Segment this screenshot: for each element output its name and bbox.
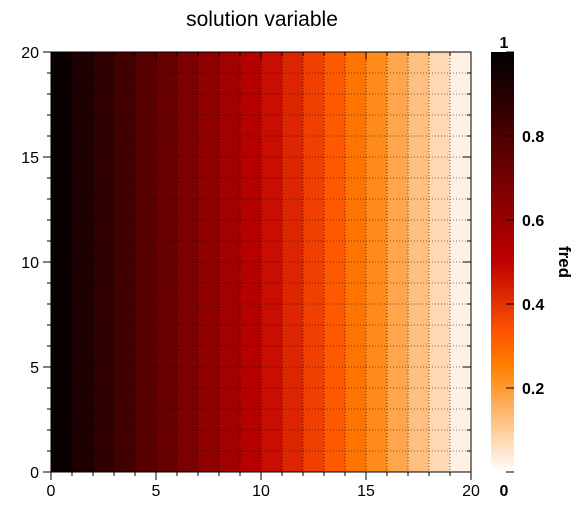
x-tick-labels: 0 5 10 15 20 xyxy=(47,483,480,500)
heatmap-column-2 xyxy=(93,52,115,472)
heatmap-column-11 xyxy=(282,52,304,472)
x-tick-label: 5 xyxy=(152,483,161,500)
x-tick-label: 10 xyxy=(252,483,270,500)
heatmap-column-9 xyxy=(240,52,262,472)
chart-title: solution variable xyxy=(186,8,338,31)
colorbar-tick-label: 1 xyxy=(500,35,509,52)
y-tick-label: 15 xyxy=(21,150,39,167)
colorbar-tick-label: 0.4 xyxy=(522,297,544,314)
x-tick-label: 0 xyxy=(47,483,56,500)
heatmap-column-13 xyxy=(324,52,346,472)
x-tick-label: 20 xyxy=(462,483,480,500)
y-tick-label: 5 xyxy=(30,360,39,377)
plot-frame xyxy=(50,51,472,473)
y-tick-label: 20 xyxy=(21,45,39,62)
heatmap-column-4 xyxy=(135,52,157,472)
heatmap-column-16 xyxy=(387,52,409,472)
colorbar-tick-label: 0.8 xyxy=(522,129,544,146)
heatmap-column-3 xyxy=(114,52,136,472)
y-tick-label: 10 xyxy=(21,255,39,272)
heatmap-column-14 xyxy=(345,52,367,472)
heatmap-column-7 xyxy=(198,52,220,472)
colorbar-tick-label: 0 xyxy=(500,483,509,500)
heatmap-column-8 xyxy=(219,52,241,472)
y-tick-labels: 0 5 10 15 20 xyxy=(21,45,39,482)
heatmap-column-18 xyxy=(429,52,451,472)
y-tick-label: 0 xyxy=(30,465,39,482)
colorbar-tick-label: 0.2 xyxy=(522,381,544,398)
heatmap-cells xyxy=(51,52,472,472)
colorbar-ticks: 0 0.2 0.4 0.6 0.8 1 xyxy=(500,35,545,500)
heatmap-column-6 xyxy=(177,52,199,472)
heatmap-column-0 xyxy=(51,52,73,472)
x-tick-label: 15 xyxy=(357,483,375,500)
heatmap-column-1 xyxy=(72,52,94,472)
heatmap-column-5 xyxy=(156,52,178,472)
grid-lines xyxy=(51,52,471,472)
heatmap-column-15 xyxy=(366,52,388,472)
heatmap-column-12 xyxy=(303,52,325,472)
heatmap-column-17 xyxy=(408,52,430,472)
colorbar-label: fred xyxy=(555,246,574,278)
colorbar xyxy=(491,52,514,472)
colorbar-tick-label: 0.6 xyxy=(522,213,544,230)
heatmap-column-10 xyxy=(261,52,283,472)
